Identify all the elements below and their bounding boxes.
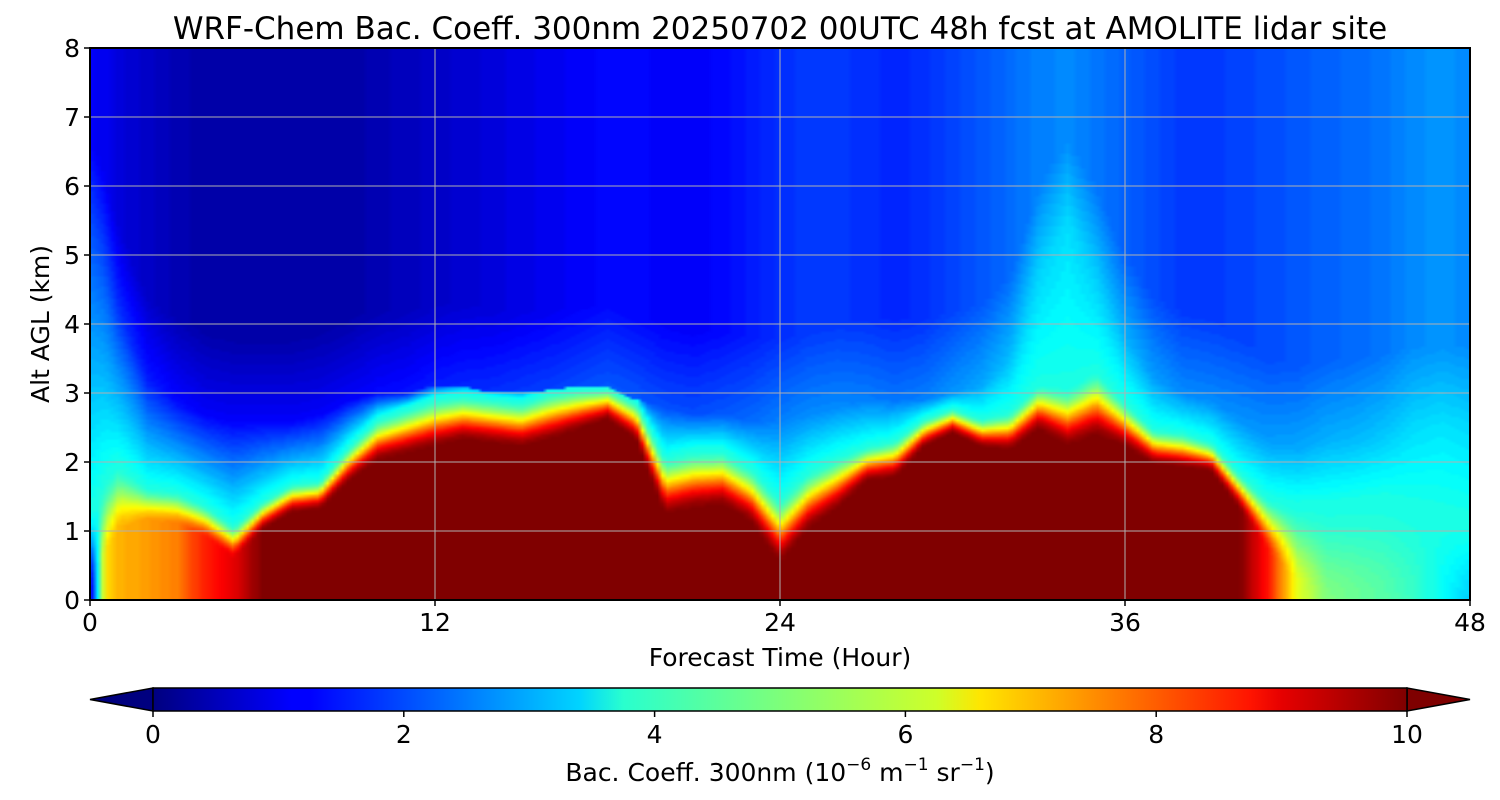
x-axis: 0 12 24 36 48 (82, 600, 1486, 637)
y-axis: 0 1 2 3 4 5 6 7 8 (64, 34, 90, 615)
colorbar-extend-high (1406, 687, 1471, 712)
colorbar-ticks: 0 2 4 6 8 10 (145, 711, 1423, 749)
colorbar-ramp (152, 687, 1408, 712)
colorbar-extend-low (89, 687, 154, 712)
y-axis-label: Alt AGL (km) (26, 245, 55, 403)
y-tick-label: 4 (64, 310, 80, 339)
y-tick-label: 5 (64, 241, 80, 270)
x-tick-label: 48 (1454, 608, 1486, 637)
grid-lines (90, 48, 1470, 600)
colorbar-label: Bac. Coeff. 300nm (10−6 m−1 sr−1) (565, 755, 994, 787)
x-tick-label: 0 (82, 608, 98, 637)
y-tick-label: 7 (64, 103, 80, 132)
colorbar-tick-label: 6 (897, 720, 913, 749)
y-tick-label: 2 (64, 448, 80, 477)
x-tick-label: 12 (419, 608, 451, 637)
y-tick-label: 1 (64, 517, 80, 546)
y-tick-label: 3 (64, 379, 80, 408)
x-tick-label: 36 (1109, 608, 1141, 637)
colorbar-tick-label: 8 (1148, 720, 1164, 749)
colorbar-tick-label: 0 (145, 720, 161, 749)
colorbar-tick-label: 10 (1391, 720, 1423, 749)
x-axis-label: Forecast Time (Hour) (649, 643, 912, 672)
chart-title: WRF-Chem Bac. Coeff. 300nm 20250702 00UT… (173, 11, 1387, 47)
colorbar-tick-label: 4 (647, 720, 663, 749)
y-tick-label: 6 (64, 172, 80, 201)
y-tick-label: 0 (64, 586, 80, 615)
colorbar-tick-label: 2 (396, 720, 412, 749)
y-tick-label: 8 (64, 34, 80, 63)
x-tick-label: 24 (764, 608, 796, 637)
colorbar: 0 2 4 6 8 10 Bac. Coeff. 300nm (10−6 m−1 sr−1… (89, 687, 1471, 787)
